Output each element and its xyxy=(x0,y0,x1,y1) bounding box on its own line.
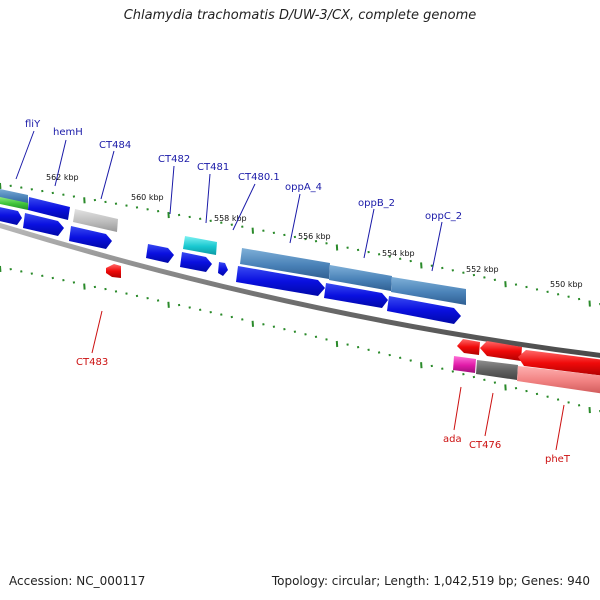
cds-arrow[interactable] xyxy=(387,296,461,324)
gene-label-hemH[interactable]: hemH xyxy=(53,127,83,138)
cds-arrow-ada[interactable] xyxy=(457,339,480,355)
gene-bar-oppB_2[interactable] xyxy=(329,265,392,291)
gene-label-oppB_2[interactable]: oppB_2 xyxy=(358,198,395,209)
scale-label: 558 kbp xyxy=(214,214,247,223)
leader-line xyxy=(169,165,175,215)
gene-bar-ada[interactable] xyxy=(453,356,476,373)
gene-label-pheT[interactable]: pheT xyxy=(545,454,571,465)
genome-backbone xyxy=(0,222,600,358)
leader-line xyxy=(453,386,462,431)
scale-label: 554 kbp xyxy=(382,249,415,258)
cds-arrow[interactable] xyxy=(180,252,212,272)
leader-line xyxy=(205,173,211,224)
gene-bar-fliY[interactable] xyxy=(0,188,28,205)
scale-label: 562 kbp xyxy=(46,173,79,182)
leader-line xyxy=(431,221,443,272)
gene-label-oppA_4[interactable]: oppA_4 xyxy=(285,182,322,193)
gene-label-CT480.1[interactable]: CT480.1 xyxy=(238,172,280,183)
cds-arrow[interactable] xyxy=(69,226,112,249)
gene-bar-hemH[interactable] xyxy=(28,197,70,220)
forward-gene-track xyxy=(0,188,466,305)
scale-label: 556 kbp xyxy=(298,232,331,241)
leader-line xyxy=(54,139,67,187)
scale-ticks-inner xyxy=(0,265,600,414)
cds-arrow[interactable] xyxy=(480,341,522,361)
gene-label-CT482[interactable]: CT482 xyxy=(158,154,190,165)
cds-arrow-pheT[interactable] xyxy=(518,350,600,376)
gene-bar-CT483[interactable] xyxy=(106,264,121,278)
cds-track-forward xyxy=(0,206,461,324)
gene-bar-CT481[interactable] xyxy=(183,236,217,255)
accession-text: Accession: NC_000117 xyxy=(9,574,146,588)
gene-label-ada[interactable]: ada xyxy=(443,434,462,445)
gene-bar-oppC_2[interactable] xyxy=(391,277,466,305)
forward-gene-labels: fliY hemH CT484 CT482 CT481 CT480.1 oppA… xyxy=(15,119,462,272)
leader-line xyxy=(100,150,115,200)
gene-bar-CT484[interactable] xyxy=(73,209,118,232)
cds-arrow[interactable] xyxy=(218,262,228,276)
leader-line xyxy=(289,193,301,244)
scale-label: 560 kbp xyxy=(131,193,164,202)
leader-line xyxy=(91,310,103,354)
cds-arrow[interactable] xyxy=(324,283,388,308)
cds-arrow[interactable] xyxy=(0,206,22,225)
leader-line xyxy=(232,183,256,231)
cds-arrow[interactable] xyxy=(236,266,325,296)
genome-summary-text: Topology: circular; Length: 1,042,519 bp… xyxy=(271,574,590,588)
gene-label-fliY[interactable]: fliY xyxy=(25,119,41,130)
gene-bar-oppA_4[interactable] xyxy=(240,248,330,279)
reverse-gene-labels: CT483 ada CT476 pheT xyxy=(76,310,571,465)
gene-bar-pheT[interactable] xyxy=(517,366,600,394)
gene-label-CT484[interactable]: CT484 xyxy=(99,140,131,151)
gene-label-oppC_2[interactable]: oppC_2 xyxy=(425,211,462,222)
gene-bar-CT476[interactable] xyxy=(476,360,518,380)
cds-arrow[interactable] xyxy=(23,213,64,236)
gene-bar-fliY-green[interactable] xyxy=(0,196,28,210)
scale-labels: 562 kbp 560 kbp 558 kbp 556 kbp 554 kbp … xyxy=(46,173,583,289)
scale-label: 552 kbp xyxy=(466,265,499,274)
gene-label-CT483[interactable]: CT483 xyxy=(76,357,108,368)
leader-line xyxy=(555,404,565,451)
gene-label-CT476[interactable]: CT476 xyxy=(469,440,501,451)
scale-ticks-outer xyxy=(0,182,600,307)
reverse-gene-track xyxy=(106,264,600,394)
cds-arrow[interactable] xyxy=(146,244,174,263)
gene-label-CT481[interactable]: CT481 xyxy=(197,162,229,173)
leader-line xyxy=(15,130,35,180)
scale-label: 550 kbp xyxy=(550,280,583,289)
leader-line xyxy=(363,208,375,259)
map-title: Chlamydia trachomatis D/UW-3/CX, complet… xyxy=(123,8,477,23)
leader-line xyxy=(484,392,494,437)
